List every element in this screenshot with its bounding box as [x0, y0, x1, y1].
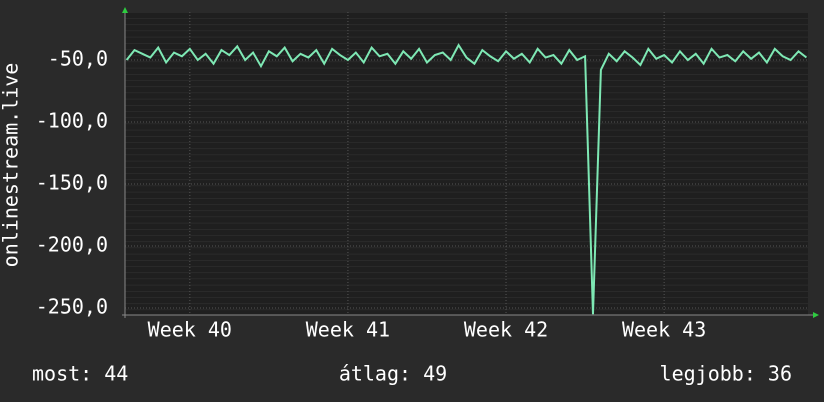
- footer-stat: legjobb: 36: [660, 362, 792, 386]
- y-tick-label: -150,0: [36, 171, 108, 195]
- footer-stat: most: 44: [32, 362, 128, 386]
- x-tick-label: Week 41: [306, 318, 390, 342]
- y-tick-label: -200,0: [36, 233, 108, 257]
- y-tick-label: -50,0: [48, 46, 108, 70]
- footer-stat: átlag: 49: [339, 362, 447, 386]
- plot: [125, 12, 808, 315]
- x-tick-label: Week 43: [622, 318, 706, 342]
- data-line: [125, 43, 808, 315]
- y-tick-label: -250,0: [36, 295, 108, 319]
- y-axis-label: onlinestream.live: [0, 63, 23, 268]
- y-arrow: [122, 7, 128, 13]
- minor-grid: [125, 12, 808, 315]
- y-tick-label: -100,0: [36, 109, 108, 133]
- x-tick-label: Week 42: [464, 318, 548, 342]
- x-arrow: [813, 312, 819, 318]
- x-tick-label: Week 40: [148, 318, 232, 342]
